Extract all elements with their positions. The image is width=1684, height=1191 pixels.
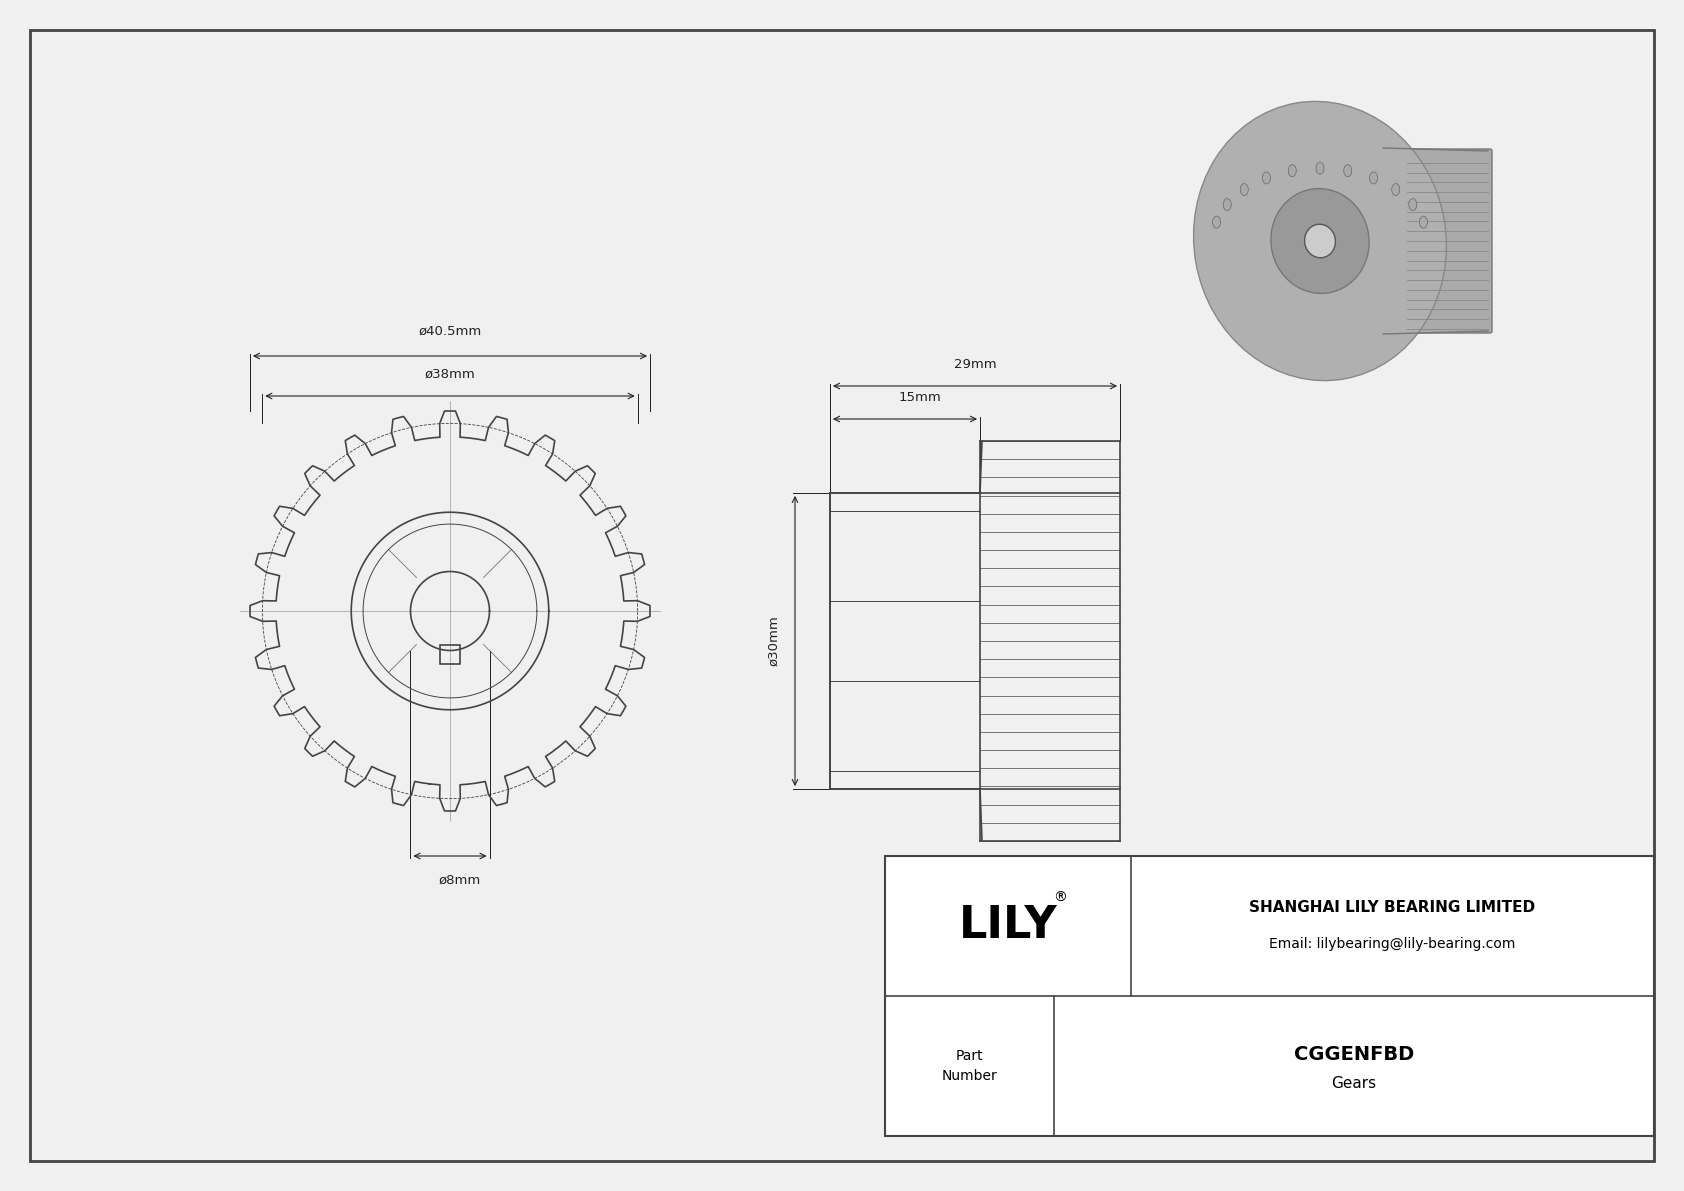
Bar bbox=[886, 856, 1654, 1136]
Text: ø8mm: ø8mm bbox=[440, 874, 482, 887]
Ellipse shape bbox=[1241, 183, 1248, 195]
Text: Email: lilybearing@lily-bearing.com: Email: lilybearing@lily-bearing.com bbox=[1270, 937, 1516, 950]
Text: ø30mm: ø30mm bbox=[766, 616, 780, 667]
Ellipse shape bbox=[1305, 224, 1335, 257]
Text: Part: Part bbox=[957, 1049, 983, 1064]
Ellipse shape bbox=[1212, 216, 1221, 229]
FancyBboxPatch shape bbox=[1403, 149, 1492, 333]
Text: ø40.5mm: ø40.5mm bbox=[418, 325, 482, 338]
Text: LILY: LILY bbox=[958, 904, 1058, 948]
Text: CGGENFBD: CGGENFBD bbox=[1293, 1045, 1415, 1064]
Bar bbox=[440, 644, 460, 665]
Ellipse shape bbox=[1223, 199, 1231, 211]
Bar bbox=[830, 493, 980, 788]
Text: ø38mm: ø38mm bbox=[424, 368, 475, 381]
Ellipse shape bbox=[1271, 188, 1369, 293]
Ellipse shape bbox=[1344, 164, 1352, 176]
Ellipse shape bbox=[1315, 162, 1324, 174]
Ellipse shape bbox=[1410, 199, 1416, 211]
Text: 15mm: 15mm bbox=[899, 391, 941, 404]
Ellipse shape bbox=[1391, 183, 1399, 195]
Text: ®: ® bbox=[1052, 891, 1068, 905]
Ellipse shape bbox=[1194, 101, 1447, 381]
Text: 29mm: 29mm bbox=[953, 358, 997, 372]
Text: Gears: Gears bbox=[1332, 1077, 1376, 1091]
Text: SHANGHAI LILY BEARING LIMITED: SHANGHAI LILY BEARING LIMITED bbox=[1250, 900, 1536, 916]
Ellipse shape bbox=[1420, 216, 1428, 229]
Text: Number: Number bbox=[941, 1070, 997, 1083]
Ellipse shape bbox=[1263, 172, 1270, 183]
Ellipse shape bbox=[1369, 172, 1378, 183]
Ellipse shape bbox=[1288, 164, 1297, 176]
